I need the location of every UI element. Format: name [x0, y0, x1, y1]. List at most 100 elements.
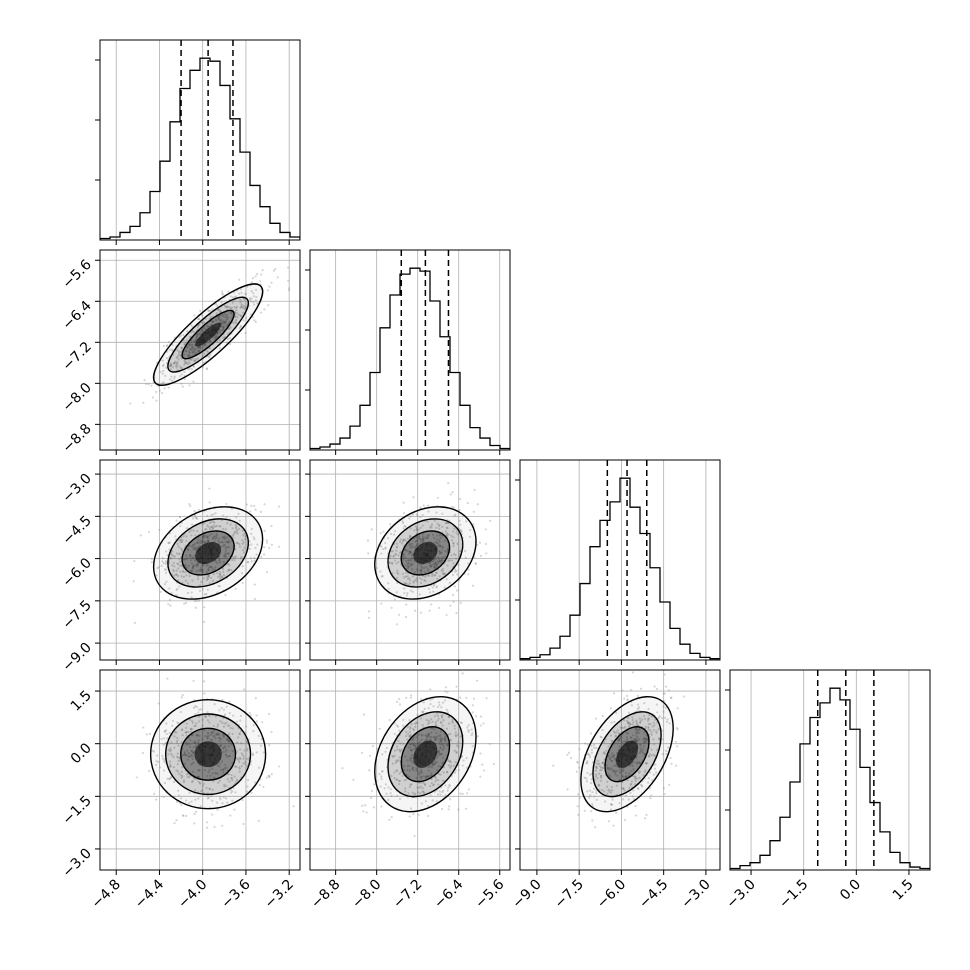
- scatter-point: [404, 559, 408, 563]
- scatter-point: [219, 737, 223, 741]
- scatter-point: [175, 569, 178, 572]
- scatter-point: [414, 725, 417, 728]
- scatter-point: [425, 718, 428, 722]
- scatter-point: [436, 769, 439, 772]
- scatter-point: [411, 563, 414, 566]
- scatter-point: [183, 602, 186, 605]
- scatter-point: [225, 705, 228, 708]
- scatter-point: [213, 776, 216, 779]
- scatter-point: [246, 785, 249, 788]
- panel-frame: [309, 459, 511, 661]
- scatter-point: [418, 740, 422, 743]
- scatter-point: [220, 743, 223, 746]
- scatter-point: [395, 562, 398, 565]
- scatter-point: [218, 744, 222, 748]
- scatter-point: [221, 322, 224, 325]
- scatter-point: [436, 754, 439, 757]
- scatter-point: [471, 745, 474, 748]
- scatter-point: [427, 719, 430, 723]
- scatter-point: [405, 778, 408, 781]
- scatter-point: [191, 325, 194, 328]
- scatter-point: [479, 775, 482, 778]
- scatter-point: [596, 762, 599, 766]
- scatter-point: [180, 776, 183, 779]
- x-tick-label: −4.0: [175, 877, 210, 912]
- scatter-point: [601, 761, 604, 765]
- scatter-point: [219, 798, 222, 801]
- scatter-point: [177, 794, 181, 797]
- scatter-point: [415, 513, 418, 516]
- scatter-point: [639, 770, 642, 773]
- scatter-point: [202, 536, 206, 539]
- scatter-point: [444, 699, 447, 702]
- scatter-point: [375, 566, 378, 570]
- scatter-point: [226, 540, 229, 544]
- scatter-point: [402, 553, 406, 556]
- scatter-point: [224, 745, 227, 748]
- scatter-point: [189, 727, 192, 730]
- y-tick-label: −9.0: [59, 640, 94, 675]
- scatter-point: [224, 316, 227, 319]
- scatter-point: [653, 685, 656, 688]
- scatter-point: [586, 743, 589, 746]
- scatter-point: [431, 784, 435, 787]
- scatter-point: [214, 772, 217, 775]
- scatter-point: [223, 767, 227, 770]
- scatter-point: [639, 687, 643, 690]
- scatter-point: [401, 540, 405, 543]
- scatter-point: [413, 748, 416, 751]
- scatter-point: [648, 754, 651, 758]
- scatter-point: [201, 540, 204, 543]
- scatter-point: [184, 731, 188, 734]
- scatter-point: [621, 774, 624, 777]
- scatter-point: [223, 783, 226, 786]
- scatter-point: [418, 593, 421, 596]
- scatter-point: [425, 774, 428, 778]
- scatter-point: [206, 588, 209, 591]
- scatter-point: [393, 754, 396, 757]
- scatter-point: [222, 733, 226, 736]
- scatter-point: [257, 819, 260, 823]
- scatter-point: [413, 736, 416, 739]
- scatter-point: [663, 673, 666, 676]
- scatter-point: [443, 573, 446, 576]
- scatter-point: [403, 587, 406, 590]
- scatter-point: [610, 768, 614, 771]
- scatter-point: [208, 768, 211, 771]
- scatter-point: [439, 738, 443, 742]
- scatter-point: [441, 753, 444, 756]
- scatter-point: [223, 543, 226, 547]
- scatter-point: [434, 775, 437, 778]
- scatter-point: [644, 741, 647, 744]
- scatter-point: [207, 575, 210, 578]
- scatter-point: [422, 566, 426, 570]
- scatter-point: [256, 302, 259, 305]
- scatter-point: [398, 772, 401, 775]
- scatter-point: [390, 606, 393, 609]
- y-tick-label: −4.5: [59, 513, 94, 548]
- scatter-point: [664, 706, 667, 709]
- scatter-point: [188, 775, 191, 779]
- scatter-point: [403, 765, 406, 768]
- scatter-point: [626, 698, 629, 701]
- scatter-point: [181, 766, 184, 769]
- scatter-point: [399, 750, 402, 753]
- scatter-point: [253, 303, 256, 306]
- scatter-point: [428, 774, 431, 778]
- scatter-point: [239, 325, 242, 328]
- scatter-point: [411, 738, 414, 741]
- scatter-point: [180, 540, 184, 544]
- scatter-point: [190, 346, 194, 349]
- scatter-point: [205, 571, 208, 574]
- scatter-point: [268, 744, 271, 747]
- scatter-point: [380, 552, 383, 555]
- scatter-point: [175, 355, 178, 359]
- scatter-point: [636, 731, 639, 734]
- scatter-point: [626, 738, 629, 741]
- scatter-point: [222, 771, 225, 774]
- scatter-point: [609, 707, 613, 710]
- scatter-point: [618, 802, 621, 805]
- y-tick-label: −7.2: [59, 339, 94, 374]
- scatter-point: [218, 339, 221, 342]
- scatter-point: [406, 549, 409, 552]
